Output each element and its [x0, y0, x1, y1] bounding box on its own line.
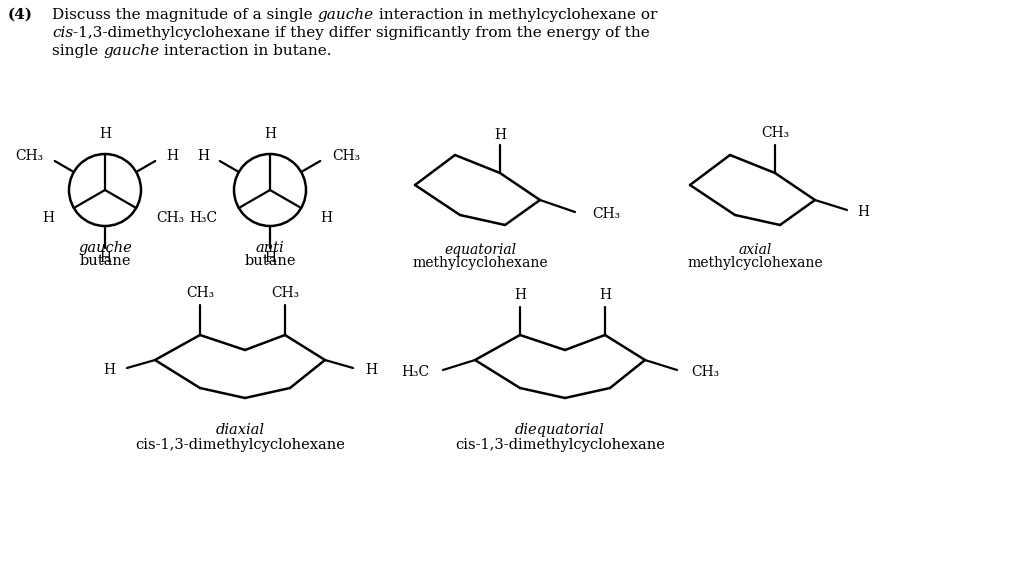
Text: interaction in butane.: interaction in butane. [159, 44, 332, 58]
Text: equatorial: equatorial [444, 243, 516, 257]
Text: H₃C: H₃C [400, 365, 429, 379]
Text: H: H [599, 288, 611, 302]
Text: gauche: gauche [103, 44, 159, 58]
Text: H: H [264, 251, 276, 265]
Text: butane: butane [79, 254, 131, 268]
Text: methylcyclohexane: methylcyclohexane [413, 256, 548, 270]
Text: H: H [494, 128, 506, 142]
Text: CH₃: CH₃ [271, 286, 299, 300]
Text: methylcyclohexane: methylcyclohexane [687, 256, 823, 270]
Text: H: H [43, 211, 54, 225]
Text: H: H [166, 149, 178, 163]
Text: CH₃: CH₃ [332, 149, 360, 163]
Text: H: H [103, 363, 115, 377]
Text: H: H [365, 363, 377, 377]
Text: butane: butane [245, 254, 296, 268]
Text: anti: anti [256, 241, 285, 255]
Text: (4): (4) [8, 8, 33, 22]
Text: cis: cis [52, 26, 74, 40]
Text: CH₃: CH₃ [186, 286, 214, 300]
Text: diaxial: diaxial [215, 423, 264, 437]
Text: H: H [514, 288, 526, 302]
Text: H: H [857, 205, 869, 219]
Text: H: H [321, 211, 333, 225]
Text: interaction in methylcyclohexane or: interaction in methylcyclohexane or [374, 8, 657, 22]
Text: CH₃: CH₃ [592, 207, 621, 221]
Text: Discuss the magnitude of a single: Discuss the magnitude of a single [52, 8, 317, 22]
Text: CH₃: CH₃ [761, 126, 790, 140]
Text: H: H [197, 149, 209, 163]
Text: -1,3-dimethylcyclohexane if they differ significantly from the energy of the: -1,3-dimethylcyclohexane if they differ … [74, 26, 650, 40]
Text: single: single [52, 44, 103, 58]
Text: gauche: gauche [78, 241, 132, 255]
Text: H₃C: H₃C [189, 211, 217, 225]
Text: CH₃: CH₃ [157, 211, 184, 225]
Text: H: H [99, 127, 111, 141]
Text: H: H [99, 251, 111, 265]
Text: cis-1,3-dimethylcyclohexane: cis-1,3-dimethylcyclohexane [455, 438, 665, 452]
Text: cis-1,3-dimethylcyclohexane: cis-1,3-dimethylcyclohexane [135, 438, 345, 452]
Text: axial: axial [738, 243, 772, 257]
Text: CH₃: CH₃ [15, 149, 43, 163]
Text: CH₃: CH₃ [691, 365, 719, 379]
Text: H: H [264, 127, 276, 141]
Text: gauche: gauche [317, 8, 374, 22]
Text: diequatorial: diequatorial [515, 423, 605, 437]
